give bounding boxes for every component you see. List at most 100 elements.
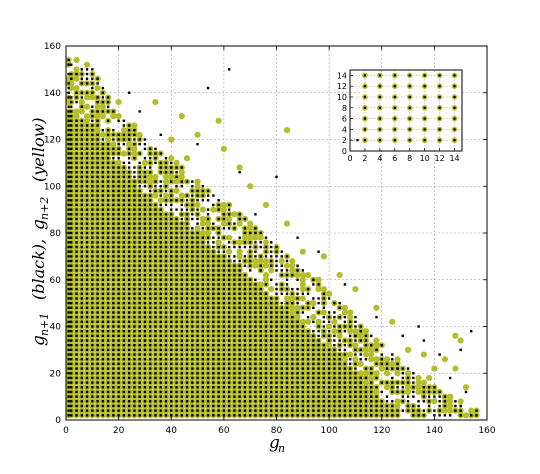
black-point xyxy=(86,339,88,341)
black-point xyxy=(96,236,98,238)
black-point xyxy=(123,222,125,224)
black-point xyxy=(244,353,246,355)
black-point xyxy=(249,316,251,318)
black-point xyxy=(275,265,277,267)
yellow-point xyxy=(152,174,158,180)
black-point xyxy=(202,377,204,379)
black-point xyxy=(170,330,172,332)
black-point xyxy=(317,349,319,351)
black-point xyxy=(296,339,298,341)
black-point xyxy=(123,227,125,229)
black-point xyxy=(244,302,246,304)
black-point xyxy=(302,353,304,355)
black-point xyxy=(202,372,204,374)
black-point xyxy=(81,199,83,201)
black-point xyxy=(275,381,277,383)
black-point xyxy=(138,297,140,299)
black-point xyxy=(133,311,135,313)
black-point xyxy=(291,367,293,369)
black-point xyxy=(275,321,277,323)
black-point xyxy=(181,274,183,276)
black-point xyxy=(75,101,77,103)
black-point xyxy=(181,367,183,369)
black-point xyxy=(67,255,69,257)
black-point xyxy=(112,255,114,257)
black-point xyxy=(86,222,88,224)
black-point xyxy=(96,232,98,234)
black-point xyxy=(149,204,151,206)
black-point xyxy=(144,138,146,140)
black-point xyxy=(149,395,151,397)
black-point xyxy=(107,358,109,360)
black-point xyxy=(254,414,256,416)
black-point xyxy=(70,171,72,173)
black-point xyxy=(138,311,140,313)
black-point xyxy=(181,381,183,383)
black-point xyxy=(238,358,240,360)
black-point xyxy=(238,293,240,295)
black-point xyxy=(223,344,225,346)
black-point xyxy=(91,265,93,267)
black-point xyxy=(165,236,167,238)
black-point xyxy=(144,330,146,332)
black-point xyxy=(149,185,151,187)
black-point xyxy=(233,246,235,248)
black-point xyxy=(165,227,167,229)
black-point xyxy=(70,106,72,108)
black-point xyxy=(223,339,225,341)
black-point xyxy=(96,120,98,122)
black-point xyxy=(165,363,167,365)
yellow-point xyxy=(305,272,311,278)
black-point xyxy=(123,185,125,187)
black-point xyxy=(265,363,267,365)
black-point xyxy=(128,405,130,407)
black-point xyxy=(217,269,219,271)
black-point xyxy=(160,395,162,397)
black-point xyxy=(102,241,104,243)
black-point xyxy=(133,395,135,397)
black-point xyxy=(81,222,83,224)
black-point xyxy=(133,218,135,220)
black-point xyxy=(302,414,304,416)
black-point xyxy=(186,213,188,215)
black-point xyxy=(249,325,251,327)
black-point xyxy=(217,391,219,393)
black-point xyxy=(86,171,88,173)
black-point xyxy=(70,260,72,262)
black-point xyxy=(117,255,119,257)
black-point xyxy=(81,120,83,122)
black-point xyxy=(228,297,230,299)
black-point xyxy=(170,190,172,192)
black-point xyxy=(96,96,98,98)
black-point xyxy=(81,330,83,332)
black-point xyxy=(67,335,69,337)
black-point xyxy=(238,307,240,309)
black-point xyxy=(181,372,183,374)
black-point xyxy=(244,367,246,369)
black-point xyxy=(123,307,125,309)
black-point xyxy=(223,302,225,304)
black-point xyxy=(186,400,188,402)
black-point xyxy=(228,363,230,365)
yellow-point xyxy=(263,239,269,245)
black-point xyxy=(249,335,251,337)
black-point xyxy=(117,325,119,327)
black-point xyxy=(254,330,256,332)
black-point xyxy=(81,321,83,323)
black-point xyxy=(260,386,262,388)
black-point xyxy=(175,176,177,178)
black-point xyxy=(149,353,151,355)
black-point xyxy=(223,377,225,379)
black-point xyxy=(91,316,93,318)
black-point xyxy=(260,409,262,411)
black-point xyxy=(270,391,272,393)
yellow-point xyxy=(263,272,269,278)
black-point xyxy=(133,204,135,206)
black-point xyxy=(281,335,283,337)
black-point xyxy=(165,316,167,318)
black-point xyxy=(270,381,272,383)
black-point xyxy=(75,283,77,285)
black-point xyxy=(302,311,304,313)
black-point xyxy=(117,391,119,393)
black-point xyxy=(175,279,177,281)
